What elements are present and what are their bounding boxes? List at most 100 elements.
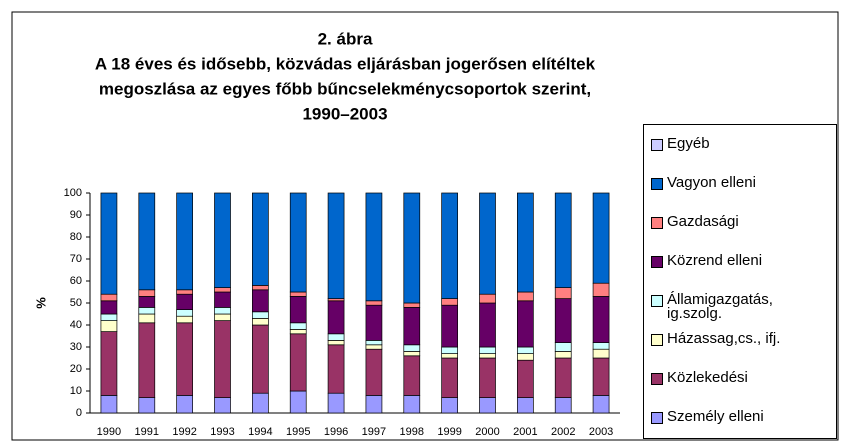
bar-segment xyxy=(327,344,345,394)
legend-item: Közlekedési xyxy=(651,369,831,386)
bar-segment xyxy=(138,296,156,308)
bar-segment xyxy=(517,397,534,414)
bar-segment xyxy=(214,307,231,315)
x-tick-label: 1998 xyxy=(400,426,424,438)
bar-segment xyxy=(479,192,496,295)
bar-segment xyxy=(517,291,534,302)
bar-segment xyxy=(592,357,610,396)
bar-segment xyxy=(138,307,156,315)
bar-segment xyxy=(403,355,421,396)
bar-segment xyxy=(441,304,458,348)
bar-segment xyxy=(100,395,118,414)
bar-segment xyxy=(517,353,534,361)
bar-segment xyxy=(479,293,496,304)
legend-label: Gazdasági xyxy=(667,213,739,230)
x-tick-label: 1995 xyxy=(286,426,310,438)
legend-item: Közrend elleni xyxy=(651,252,831,269)
bar-segment xyxy=(592,192,610,284)
legend-swatch xyxy=(651,217,663,229)
bar-segment xyxy=(403,395,421,414)
bar-segment xyxy=(138,289,156,297)
bar-segment xyxy=(592,282,610,297)
bar-segment xyxy=(403,351,421,357)
y-tick-label: 60 xyxy=(70,275,82,287)
bar-segment xyxy=(100,313,118,321)
chart-subtitle: megoszlása az egyes főbb bűncselekménycs… xyxy=(99,79,591,98)
bar-segment xyxy=(592,395,610,414)
bar-segment xyxy=(327,392,345,414)
bar-segment xyxy=(479,353,496,359)
chart-title: 2. ábra xyxy=(318,29,373,48)
bar-segment xyxy=(441,346,458,354)
y-tick-label: 30 xyxy=(70,341,82,353)
x-tick-label: 1996 xyxy=(324,426,348,438)
bar-segment xyxy=(365,395,383,414)
bar-segment xyxy=(554,397,572,414)
y-tick-label: 80 xyxy=(70,231,82,243)
bar-segment xyxy=(554,357,572,398)
y-tick-label: 20 xyxy=(70,363,82,375)
legend-label: Közrend elleni xyxy=(667,252,763,269)
bar-segment xyxy=(138,397,156,414)
legend-item: Államigazgatás, ig.szolg. xyxy=(651,291,831,322)
bar-segment xyxy=(214,287,231,293)
bar-segment xyxy=(441,298,458,306)
bar-segment xyxy=(252,318,269,326)
legend-item: Egyéb xyxy=(651,135,831,152)
bar-segment xyxy=(289,192,307,293)
bar-segment xyxy=(403,307,421,346)
bar-segment xyxy=(592,348,610,359)
bar-segment xyxy=(554,298,572,343)
legend-label: Egyéb xyxy=(667,135,710,152)
bar-segment xyxy=(176,315,193,324)
legend-label: Vagyon elleni xyxy=(667,174,756,191)
bar-segment xyxy=(100,331,118,396)
bar-segment xyxy=(289,296,307,324)
bar-segment xyxy=(517,192,534,293)
x-tick-label: 1991 xyxy=(135,426,159,438)
bar-segment xyxy=(327,300,345,335)
bar-segment xyxy=(176,395,193,414)
bar-segment xyxy=(365,192,383,302)
bar-segment xyxy=(441,397,458,414)
bar-segment xyxy=(592,296,610,343)
bar-segment xyxy=(176,322,193,396)
bar-segment xyxy=(252,392,269,414)
bar-segment xyxy=(554,287,572,299)
bar-segment xyxy=(441,192,458,299)
legend-label: Közlekedési xyxy=(667,369,748,386)
bar-segment xyxy=(252,324,269,394)
bar-segment xyxy=(138,322,156,398)
x-tick-label: 1993 xyxy=(210,426,234,438)
legend-swatch xyxy=(651,295,663,307)
bar-segment xyxy=(327,333,345,341)
x-tick-label: 1999 xyxy=(437,426,461,438)
x-tick-label: 1990 xyxy=(97,426,121,438)
bar-segment xyxy=(176,309,193,317)
bar-segment xyxy=(214,192,231,288)
bar-segment xyxy=(403,344,421,352)
y-axis-label: % xyxy=(33,297,48,309)
bar-segment xyxy=(289,390,307,414)
bar-segment xyxy=(289,333,307,392)
bar-segment xyxy=(214,313,231,321)
legend-item: Személy elleni xyxy=(651,409,831,424)
legend-swatch xyxy=(651,139,663,151)
chart-subtitle: 1990–2003 xyxy=(302,104,387,123)
bar-segment xyxy=(100,293,118,302)
x-tick-label: 2002 xyxy=(551,426,575,438)
bar-segment xyxy=(554,342,572,352)
bar-segment xyxy=(403,302,421,308)
y-tick-label: 40 xyxy=(70,319,82,331)
bar-segment xyxy=(365,304,383,341)
bar-segment xyxy=(365,340,383,346)
legend-item: Vagyon elleni xyxy=(651,174,831,191)
y-tick-label: 90 xyxy=(70,209,82,221)
bar-segment xyxy=(479,357,496,398)
bar-segment xyxy=(327,340,345,346)
legend-swatch xyxy=(651,412,663,424)
bar-segment xyxy=(214,291,231,308)
legend-label: Államigazgatás, ig.szolg. xyxy=(667,291,773,322)
chart-subtitle: A 18 éves és idősebb, közvádas eljárásba… xyxy=(95,54,596,73)
legend-item: Gazdasági xyxy=(651,213,831,230)
